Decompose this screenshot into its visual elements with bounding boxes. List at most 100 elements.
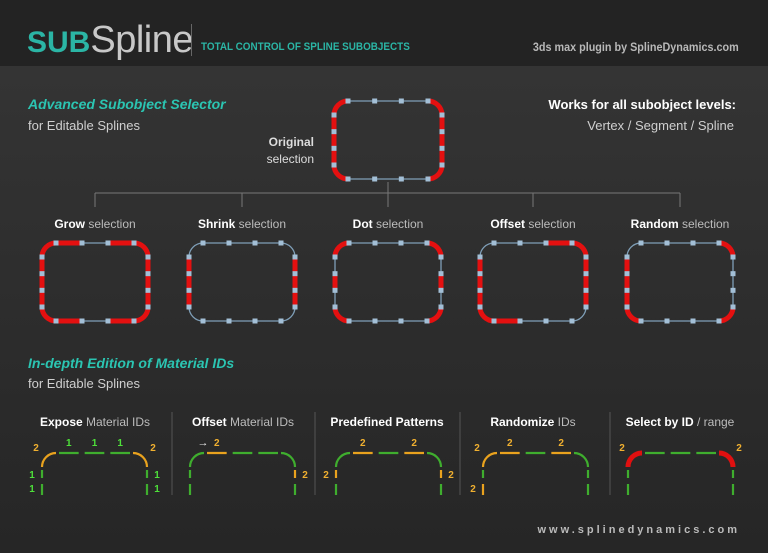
vertex	[145, 271, 151, 277]
material-arch: 2 2 2 2	[323, 438, 454, 495]
logo-sub: SUB	[27, 26, 91, 59]
label-bold: Offset	[191, 415, 227, 429]
spline-random-selection	[624, 240, 736, 324]
variant-label-random: Random selection	[631, 217, 730, 231]
vertex	[638, 318, 644, 324]
material-panel-label: Expose Material IDs	[40, 415, 150, 429]
vertex	[331, 112, 337, 118]
vertex	[332, 254, 338, 260]
id-segment	[280, 451, 297, 468]
vertex	[730, 287, 736, 293]
spline-grow-selection	[39, 240, 151, 324]
vertex	[543, 240, 549, 246]
vertex	[624, 271, 630, 277]
vertex	[131, 240, 137, 246]
original-rest: selection	[266, 152, 314, 166]
vertex	[477, 271, 483, 277]
material-id-label: 1	[117, 438, 123, 449]
vertex	[145, 304, 151, 310]
label-rest: selection	[678, 217, 730, 231]
vertex	[79, 240, 85, 246]
material-id-label: 2	[411, 438, 417, 449]
material-id-label: 1	[92, 438, 98, 449]
vertex	[252, 318, 258, 324]
vertex	[716, 240, 722, 246]
vertex	[624, 304, 630, 310]
vertex	[79, 318, 85, 324]
material-id-label: 2	[470, 484, 476, 495]
vertex	[345, 176, 351, 182]
material-id-label: 1	[154, 470, 160, 481]
vertex	[730, 254, 736, 260]
vertex	[39, 304, 45, 310]
id-segment	[188, 451, 205, 468]
label-bold: Shrink	[197, 217, 236, 231]
id-segment	[573, 451, 590, 468]
vertex	[398, 240, 404, 246]
vertex	[424, 240, 430, 246]
label-rest: selection	[235, 217, 287, 231]
vertex	[332, 304, 338, 310]
vertex	[131, 318, 137, 324]
vertex	[145, 287, 151, 293]
original-spline	[331, 98, 445, 182]
website-url: www.splinedynamics.com	[537, 524, 740, 536]
material-id-label: 2	[360, 438, 366, 449]
vertex	[278, 318, 284, 324]
label-rest: selection	[372, 217, 424, 231]
vertex	[425, 176, 431, 182]
vertex	[624, 254, 630, 260]
vertex	[252, 240, 258, 246]
selector-subtitle: for Editable Splines	[28, 118, 141, 133]
vertex	[345, 98, 351, 104]
vertex	[517, 318, 523, 324]
vertex	[346, 240, 352, 246]
vertex	[105, 240, 111, 246]
material-panel-label: Predefined Patterns	[330, 415, 443, 429]
vertex	[200, 240, 206, 246]
vertex	[278, 240, 284, 246]
vertex	[543, 318, 549, 324]
vertex	[53, 318, 59, 324]
id-segment	[481, 451, 498, 468]
selector-title: Advanced Subobject Selector	[28, 96, 226, 112]
vertex	[439, 112, 445, 118]
label-rest: IDs	[554, 415, 576, 429]
material-id-label: 2	[214, 438, 220, 449]
material-id-label: 2	[474, 443, 480, 454]
vertex	[477, 304, 483, 310]
label-rest: Material IDs	[226, 415, 295, 429]
vertex	[186, 254, 192, 260]
vertex	[200, 318, 206, 324]
vertex	[438, 304, 444, 310]
vertex	[145, 254, 151, 260]
vertex	[690, 318, 696, 324]
vertex	[439, 129, 445, 135]
label-rest: / range	[693, 415, 735, 429]
vertex	[583, 304, 589, 310]
vertex	[438, 287, 444, 293]
material-id-label: 1	[154, 484, 160, 495]
vertex	[226, 240, 232, 246]
material-id-label: 2	[507, 438, 513, 449]
vertex	[690, 240, 696, 246]
label-bold: Dot	[352, 217, 373, 231]
vertex	[398, 98, 404, 104]
vertex	[583, 271, 589, 277]
vertex	[331, 145, 337, 151]
id-segment	[426, 451, 443, 468]
label-rest: selection	[84, 217, 136, 231]
selected-segment	[718, 450, 736, 468]
vertex	[517, 240, 523, 246]
vertex	[569, 318, 575, 324]
vertex	[398, 318, 404, 324]
vertex	[491, 240, 497, 246]
label-bold: Random	[630, 217, 679, 231]
vertex	[398, 176, 404, 182]
vertex	[292, 304, 298, 310]
label-bold: Offset	[490, 217, 525, 231]
label-rest: selection	[524, 217, 576, 231]
vertex	[664, 240, 670, 246]
id-segment	[334, 451, 351, 468]
label-bold: Select by ID	[625, 415, 694, 429]
